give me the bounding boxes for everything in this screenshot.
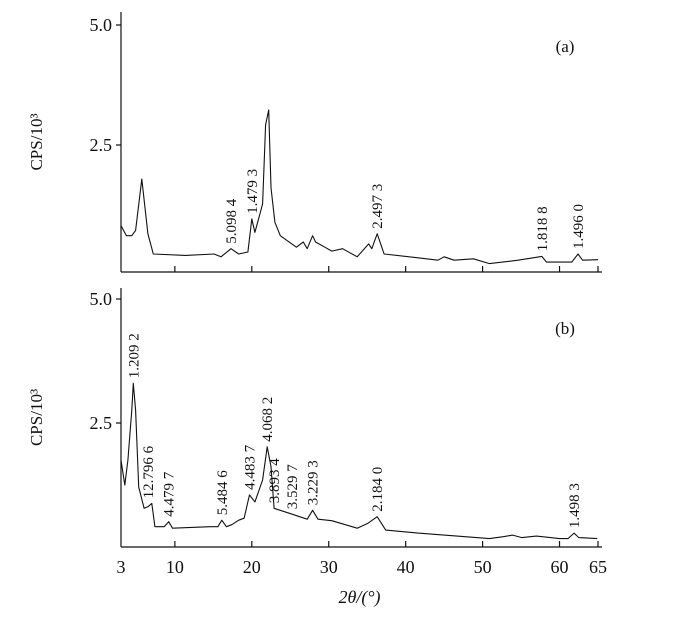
diffraction-curve: [120, 109, 599, 265]
peak-label: 1.209 2: [126, 333, 142, 378]
peak-label: 1.498 3: [567, 483, 583, 528]
diffraction-curve: [120, 382, 598, 540]
y-tick-label: 2.5: [90, 135, 113, 155]
x-tick-label: 40: [397, 557, 415, 577]
peak-label: 2.184 0: [370, 467, 386, 512]
y-tick-label: 2.5: [90, 413, 113, 433]
y-axis-label: CPS/10³: [27, 113, 46, 170]
x-tick-label: 50: [474, 557, 492, 577]
peak-label: 4.483 7: [243, 444, 259, 490]
peak-label: 4.479 7: [162, 471, 178, 517]
x-tick-label: 30: [320, 557, 338, 577]
peak-label: 3.529 7: [285, 464, 301, 510]
peak-label: 5.484 6: [215, 470, 231, 516]
peak-label: 1.479 3: [245, 169, 261, 214]
y-tick-label: 5.0: [90, 15, 113, 35]
y-tick-label: 5.0: [90, 289, 113, 309]
x-tick-label: 65: [589, 557, 607, 577]
x-tick-label: 3: [117, 557, 126, 577]
x-tick-label: 10: [166, 557, 184, 577]
peak-label: 3.893 4: [267, 458, 283, 504]
peak-label: 3.229 3: [306, 460, 322, 505]
peak-label: 1.818 8: [535, 206, 551, 251]
peak-label: 1.496 0: [571, 204, 587, 249]
panel-label: (a): [556, 37, 575, 56]
panel-label: (b): [555, 319, 575, 338]
y-axis-label: CPS/10³: [27, 389, 46, 446]
x-tick-label: 60: [551, 557, 569, 577]
peak-label: 4.068 2: [260, 397, 276, 442]
peak-label: 12.796 6: [141, 445, 157, 498]
peak-label: 2.497 3: [370, 184, 386, 229]
peak-label: 5.098 4: [224, 198, 240, 244]
x-tick-label: 20: [243, 557, 261, 577]
x-axis-label: 2θ/(°): [338, 587, 380, 608]
